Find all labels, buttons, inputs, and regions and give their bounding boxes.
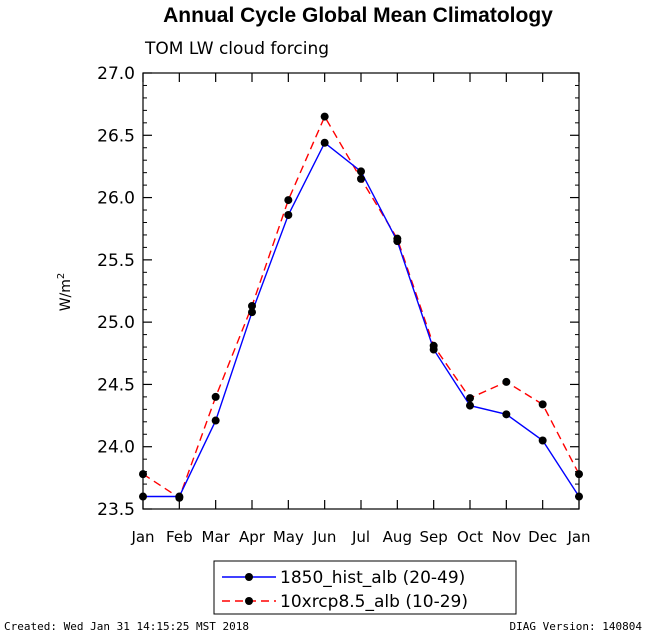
data-point-series-2 (139, 470, 147, 479)
data-point-series-2 (429, 341, 438, 350)
data-point-series-1 (502, 410, 511, 419)
data-point-series-2 (575, 470, 583, 479)
data-point-series-1 (211, 416, 220, 425)
data-point-series-1 (139, 492, 147, 501)
x-tick-label: Sep (420, 528, 448, 546)
data-point-series-1 (357, 167, 365, 176)
y-axis: 23.5 24.0 24.5 25.0 25.5 26.0 26.5 27.0 (97, 64, 579, 520)
x-tick-label: Dec (528, 528, 557, 546)
y-tick-label: 25.5 (97, 251, 135, 271)
data-point-series-1 (575, 492, 583, 501)
y-axis-label: W/m2 (56, 273, 74, 312)
data-point-series-1 (320, 138, 329, 147)
legend: 1850_hist_alb (20-49) 10xrcp8.5_alb (10-2… (213, 560, 517, 615)
data-point-series-2 (320, 112, 329, 121)
data-point-series-2 (393, 234, 402, 243)
plot-frame (142, 72, 580, 510)
plot-area: 23.5 24.0 24.5 25.0 25.5 26.0 26.5 27.0 Jan Feb M… (97, 64, 590, 546)
x-tick-label: May (273, 528, 304, 546)
footer-created: Created: Wed Jan 31 14:15:25 MST 2018 (4, 620, 249, 633)
x-tick-label: Mar (202, 528, 231, 546)
data-point-series-2 (211, 392, 220, 401)
y-tick-label: 26.5 (97, 126, 135, 146)
x-tick-label: Aug (383, 528, 412, 546)
y-tick-label: 25.0 (97, 313, 135, 333)
x-tick-label: Jul (351, 528, 370, 546)
legend-label-2: 10xrcp8.5_alb (10-29) (280, 592, 468, 612)
x-tick-label: Jan (566, 528, 590, 546)
y-tick-label: 27.0 (97, 64, 135, 84)
footer-version: DIAG Version: 140804 (510, 620, 643, 633)
series-line-1 (143, 141, 580, 498)
data-point-series-2 (466, 394, 474, 403)
x-tick-label: Apr (239, 528, 266, 546)
data-point-series-2 (175, 493, 184, 502)
chart-title: Annual Cycle Global Mean Climatology (163, 4, 553, 27)
data-point-series-1 (284, 211, 293, 220)
x-tick-label: Jun (312, 528, 336, 546)
data-point-series-2 (284, 196, 293, 205)
x-tick-label: Jan (130, 528, 154, 546)
chart-subtitle: TOM LW cloud forcing (144, 39, 329, 59)
data-point-series-1 (538, 436, 547, 445)
data-point-series-2 (502, 377, 511, 386)
legend-marker-1 (245, 573, 253, 581)
x-tick-label: Nov (492, 528, 521, 546)
series-layer (139, 112, 583, 502)
y-tick-label: 26.0 (97, 189, 135, 209)
legend-items: 1850_hist_alb (20-49) 10xrcp8.5_alb (10-2… (222, 568, 468, 612)
x-tick-label: Oct (457, 528, 483, 546)
x-axis: Jan Feb Mar Apr May Jun Jul Aug Sep Oct Nov Dec Jan (130, 73, 591, 546)
legend-label-1: 1850_hist_alb (20-49) (280, 568, 465, 588)
data-point-series-2 (538, 400, 547, 409)
data-point-series-2 (248, 301, 256, 310)
legend-box (213, 560, 517, 615)
y-tick-label: 24.0 (97, 438, 135, 458)
data-point-series-1 (466, 401, 474, 410)
y-tick-label: 24.5 (97, 375, 135, 395)
x-tick-label: Feb (166, 528, 193, 546)
data-point-series-1 (248, 308, 256, 317)
legend-marker-2 (245, 597, 253, 605)
y-tick-label: 23.5 (97, 500, 135, 520)
data-point-series-2 (357, 174, 365, 183)
